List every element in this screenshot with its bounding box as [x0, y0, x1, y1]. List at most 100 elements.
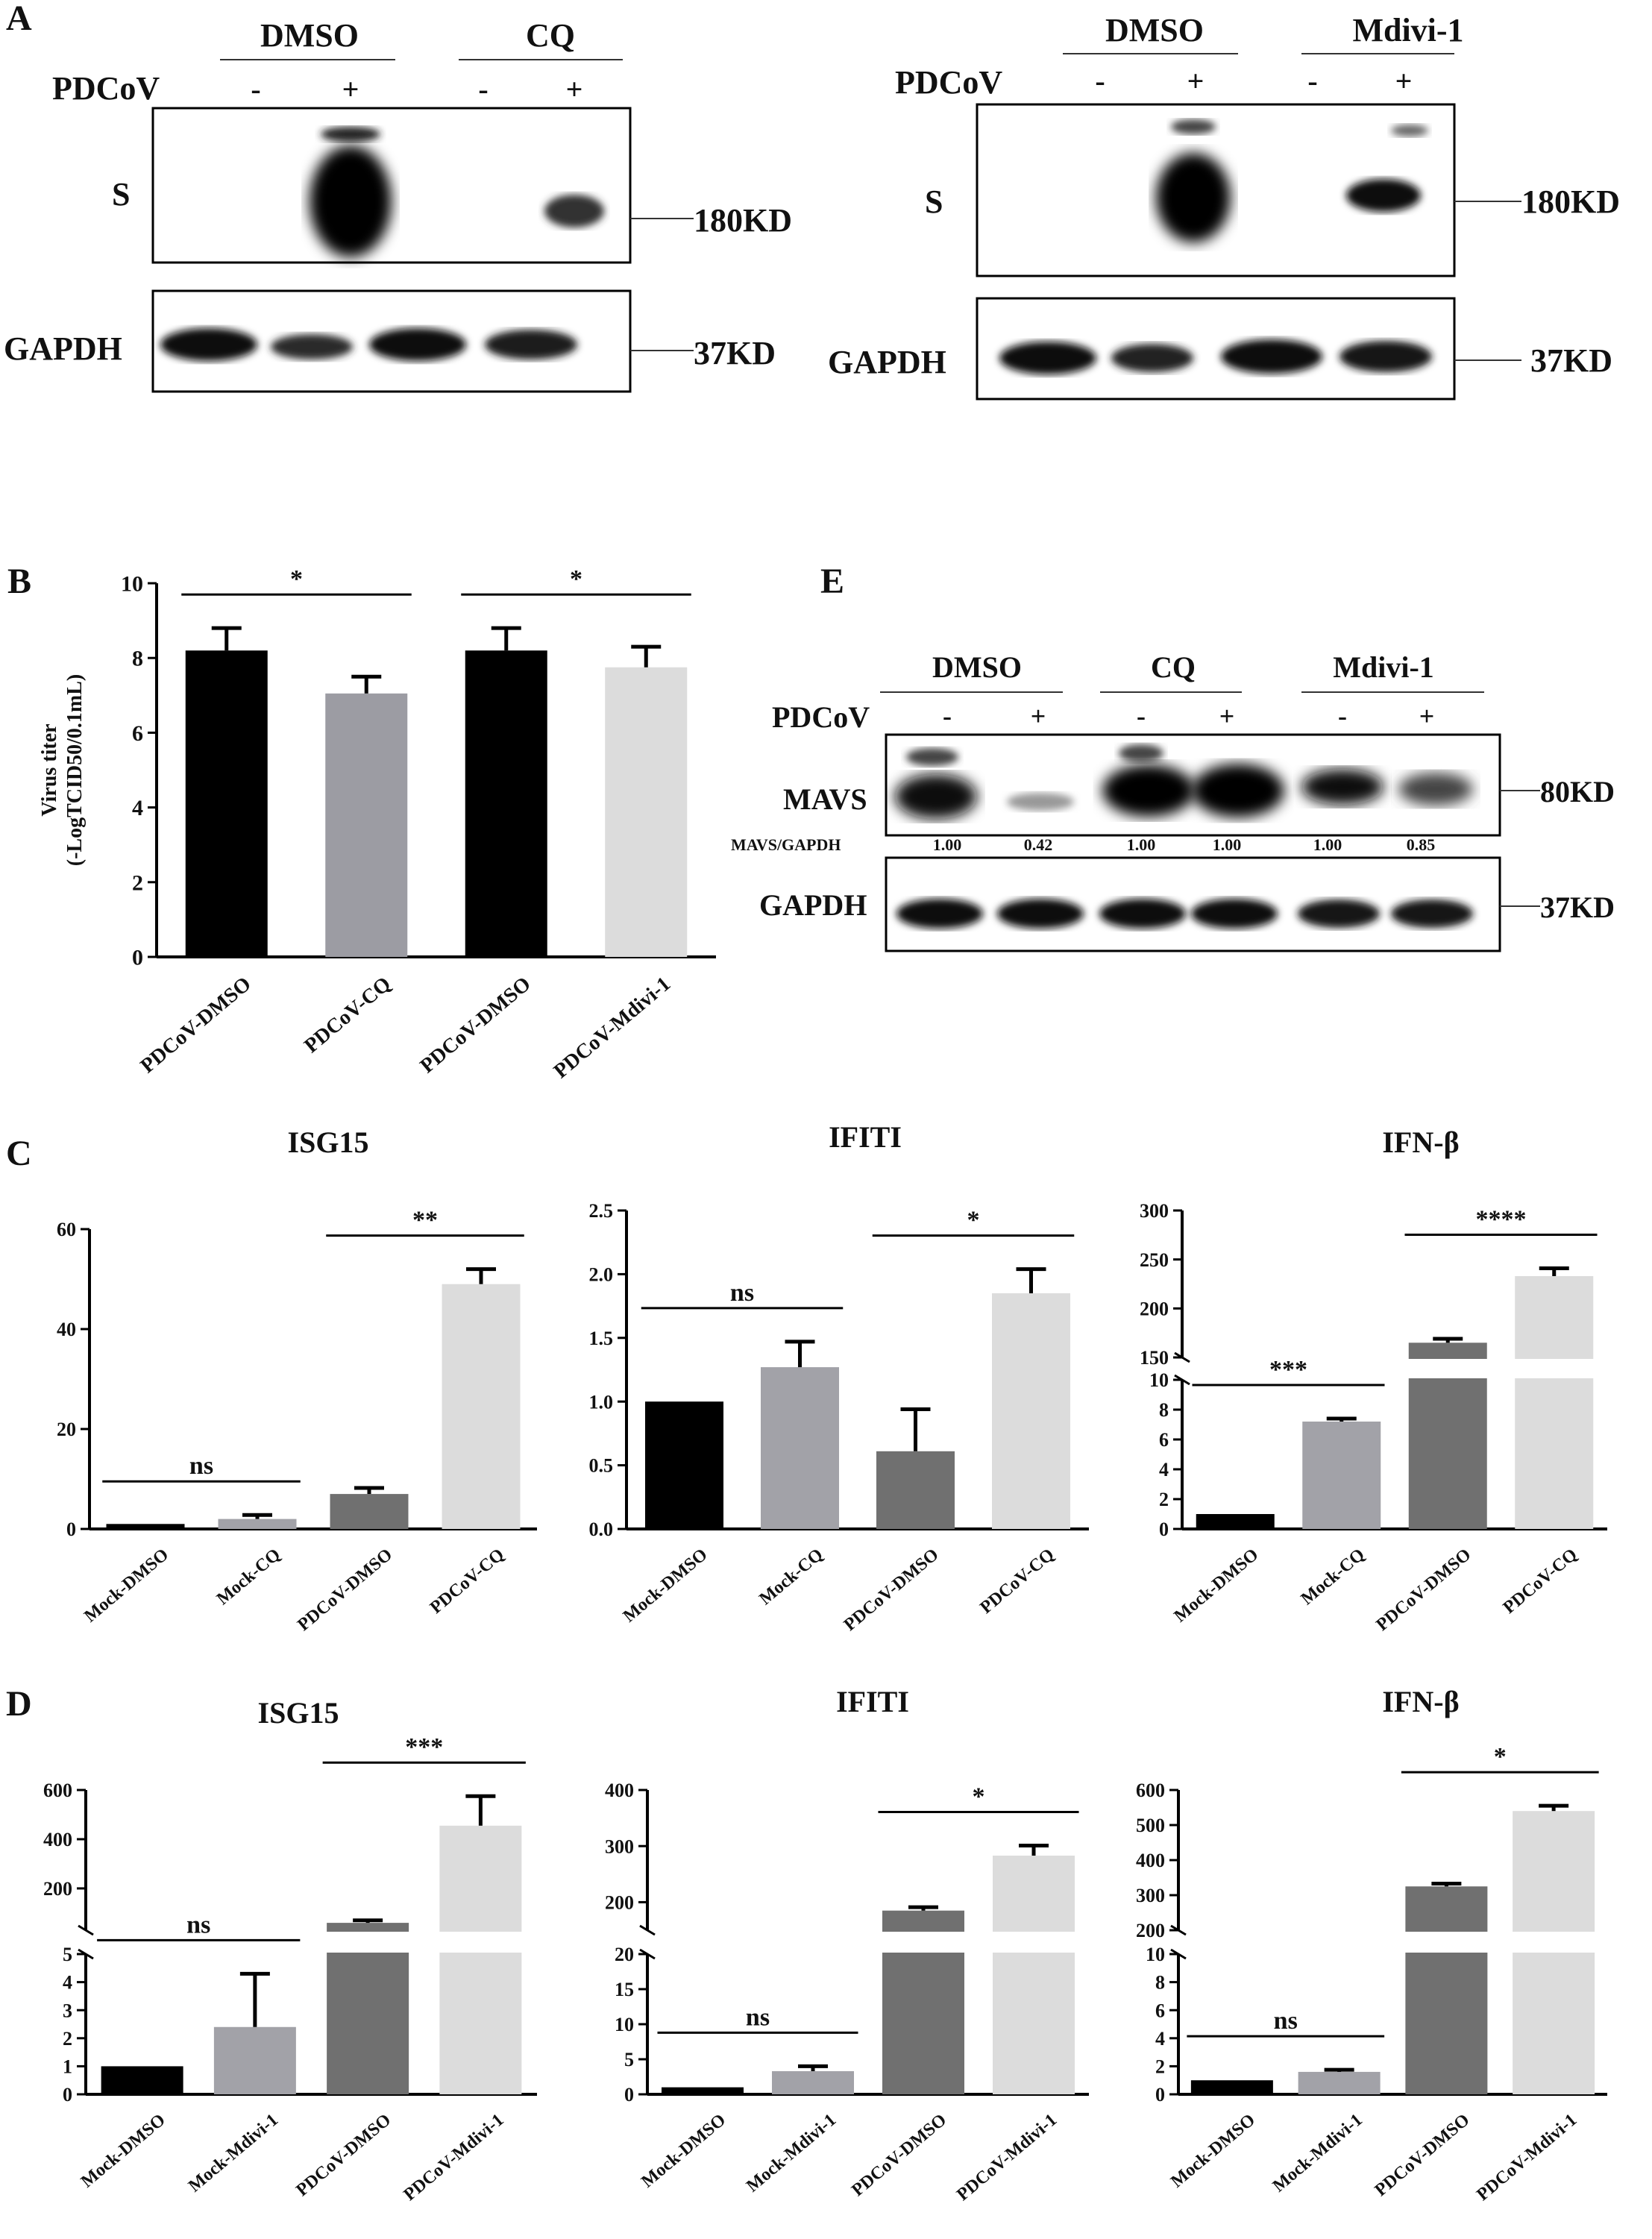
- y-tick-label: 6: [1159, 1429, 1169, 1451]
- y-tick-label: 300: [605, 1836, 634, 1857]
- significance-label: ns: [746, 2003, 770, 2031]
- y-tick-label: 200: [605, 1892, 634, 1914]
- bar: [218, 1519, 297, 1529]
- y-tick-label: 400: [43, 1829, 72, 1850]
- ratio-value: 1.00: [1313, 835, 1342, 854]
- significance-label: ns: [1274, 2007, 1298, 2035]
- ratio-value: 1.00: [933, 835, 962, 854]
- x-tick-label: PDCoV-DMSO: [136, 973, 256, 1078]
- panel-label-a: A: [6, 0, 32, 38]
- size-label: 37KD: [694, 335, 776, 371]
- bar-break-gap: [438, 1932, 524, 1953]
- y-tick-label: 2: [1159, 1489, 1169, 1510]
- axis-break-mark: [78, 1924, 94, 1936]
- lane-sign: -: [943, 701, 952, 731]
- size-label: 180KD: [1521, 183, 1620, 220]
- y-tick-label: 6: [132, 721, 143, 746]
- x-tick-label: Mock-CQ: [1298, 1545, 1369, 1609]
- bar: [465, 650, 547, 957]
- bar: [330, 1494, 409, 1529]
- y-tick-label: 1.5: [589, 1328, 614, 1349]
- x-tick-label: PDCoV-DMSO: [1372, 2110, 1474, 2200]
- y-tick-label: 20: [615, 1944, 634, 1965]
- y-tick-label: 600: [1136, 1780, 1165, 1801]
- row-label: MAVS: [783, 782, 867, 816]
- infection-label: PDCoV: [772, 700, 870, 734]
- bar-break-gap: [991, 1932, 1076, 1953]
- x-tick-label: Mock-Mdivi-1: [743, 2110, 840, 2196]
- bar: [325, 693, 408, 957]
- y-tick-label: 0: [624, 2084, 634, 2105]
- y-tick-label: 0: [1155, 2084, 1165, 2105]
- x-tick-label: PDCoV-DMSO: [841, 1545, 943, 1635]
- y-axis-label-line1: Virus titer: [38, 723, 61, 816]
- size-label: 37KD: [1540, 891, 1615, 924]
- gapdh-bands: [160, 328, 577, 361]
- significance-label: ns: [730, 1279, 754, 1307]
- y-tick-label: 2: [1155, 2056, 1165, 2078]
- y-tick-label: 60: [57, 1219, 76, 1240]
- bar: [993, 1855, 1075, 2094]
- significance-label: ****: [1476, 1205, 1527, 1233]
- y-tick-label: 8: [1159, 1399, 1169, 1421]
- band-group: [1156, 119, 1428, 242]
- significance-label: *: [570, 565, 582, 593]
- y-tick-label: 8: [1155, 1972, 1165, 1994]
- y-tick-label: 600: [43, 1780, 72, 1801]
- significance-label: *: [1494, 1743, 1507, 1771]
- x-tick-label: Mock-DMSO: [1167, 2110, 1259, 2191]
- x-tick-label: PDCoV-Mdivi-1: [550, 973, 675, 1083]
- x-tick-label: PDCoV-DMSO: [292, 2110, 395, 2200]
- blot-group-label: CQ: [526, 17, 575, 54]
- bar-break-gap: [325, 1932, 411, 1953]
- y-tick-label: 2.0: [589, 1264, 614, 1286]
- lane-sign: +: [342, 72, 359, 106]
- x-tick-label: PDCoV-DMSO: [294, 1545, 396, 1635]
- s-band: [544, 195, 604, 227]
- panel-label-c: C: [6, 1134, 32, 1173]
- y-tick-label: 0.0: [589, 1519, 614, 1540]
- y-tick-label: 400: [605, 1780, 634, 1801]
- lane-sign: +: [1031, 701, 1046, 731]
- lane-sign: -: [1338, 701, 1347, 731]
- size-label: 37KD: [1530, 342, 1612, 379]
- blot-a-left: DMSO CQ PDCoV - + - + S 180KD GAPDH 37KD: [4, 17, 792, 393]
- y-tick-label: 4: [63, 1972, 72, 1994]
- y-tick-label: 40: [57, 1319, 76, 1340]
- blot-group-label: DMSO: [1105, 12, 1204, 48]
- significance-label: ns: [189, 1452, 213, 1480]
- bar: [992, 1293, 1070, 1529]
- x-tick-label: PDCoV-CQ: [300, 973, 395, 1058]
- y-tick-label: 2: [63, 2028, 72, 2050]
- y-tick-label: 0: [63, 2084, 72, 2105]
- blot-e: DMSO CQ Mdivi-1 PDCoV - + - + - + MAVS 8…: [731, 650, 1615, 952]
- significance-label: **: [412, 1207, 438, 1234]
- y-tick-label: 5: [63, 1944, 72, 1965]
- blot-group-label: DMSO: [260, 17, 359, 54]
- y-tick-label: 20: [57, 1419, 76, 1440]
- bar: [876, 1451, 955, 1529]
- bar: [1196, 1514, 1275, 1529]
- y-tick-label: 300: [1140, 1200, 1169, 1222]
- y-tick-label: 200: [43, 1878, 72, 1900]
- panel-label-e: E: [820, 562, 844, 601]
- significance-label: ***: [405, 1733, 443, 1761]
- significance-label: *: [290, 565, 303, 593]
- x-tick-label: PDCoV-CQ: [427, 1545, 508, 1618]
- lane-sign: -: [251, 72, 260, 106]
- significance-label: *: [973, 1783, 985, 1810]
- chart-title: ISG15: [288, 1125, 369, 1159]
- x-tick-label: Mock-DMSO: [78, 2110, 169, 2191]
- y-tick-label: 10: [1146, 1944, 1165, 1965]
- ratio-value: 0.85: [1407, 835, 1436, 854]
- bar: [605, 667, 688, 957]
- chart-title: IFN-β: [1382, 1125, 1459, 1159]
- y-tick-label: 2: [132, 870, 143, 895]
- y-tick-label: 0: [132, 946, 143, 970]
- x-tick-label: PDCoV-CQ: [1500, 1545, 1581, 1618]
- bar: [213, 2026, 296, 2094]
- y-tick-label: 8: [132, 647, 143, 671]
